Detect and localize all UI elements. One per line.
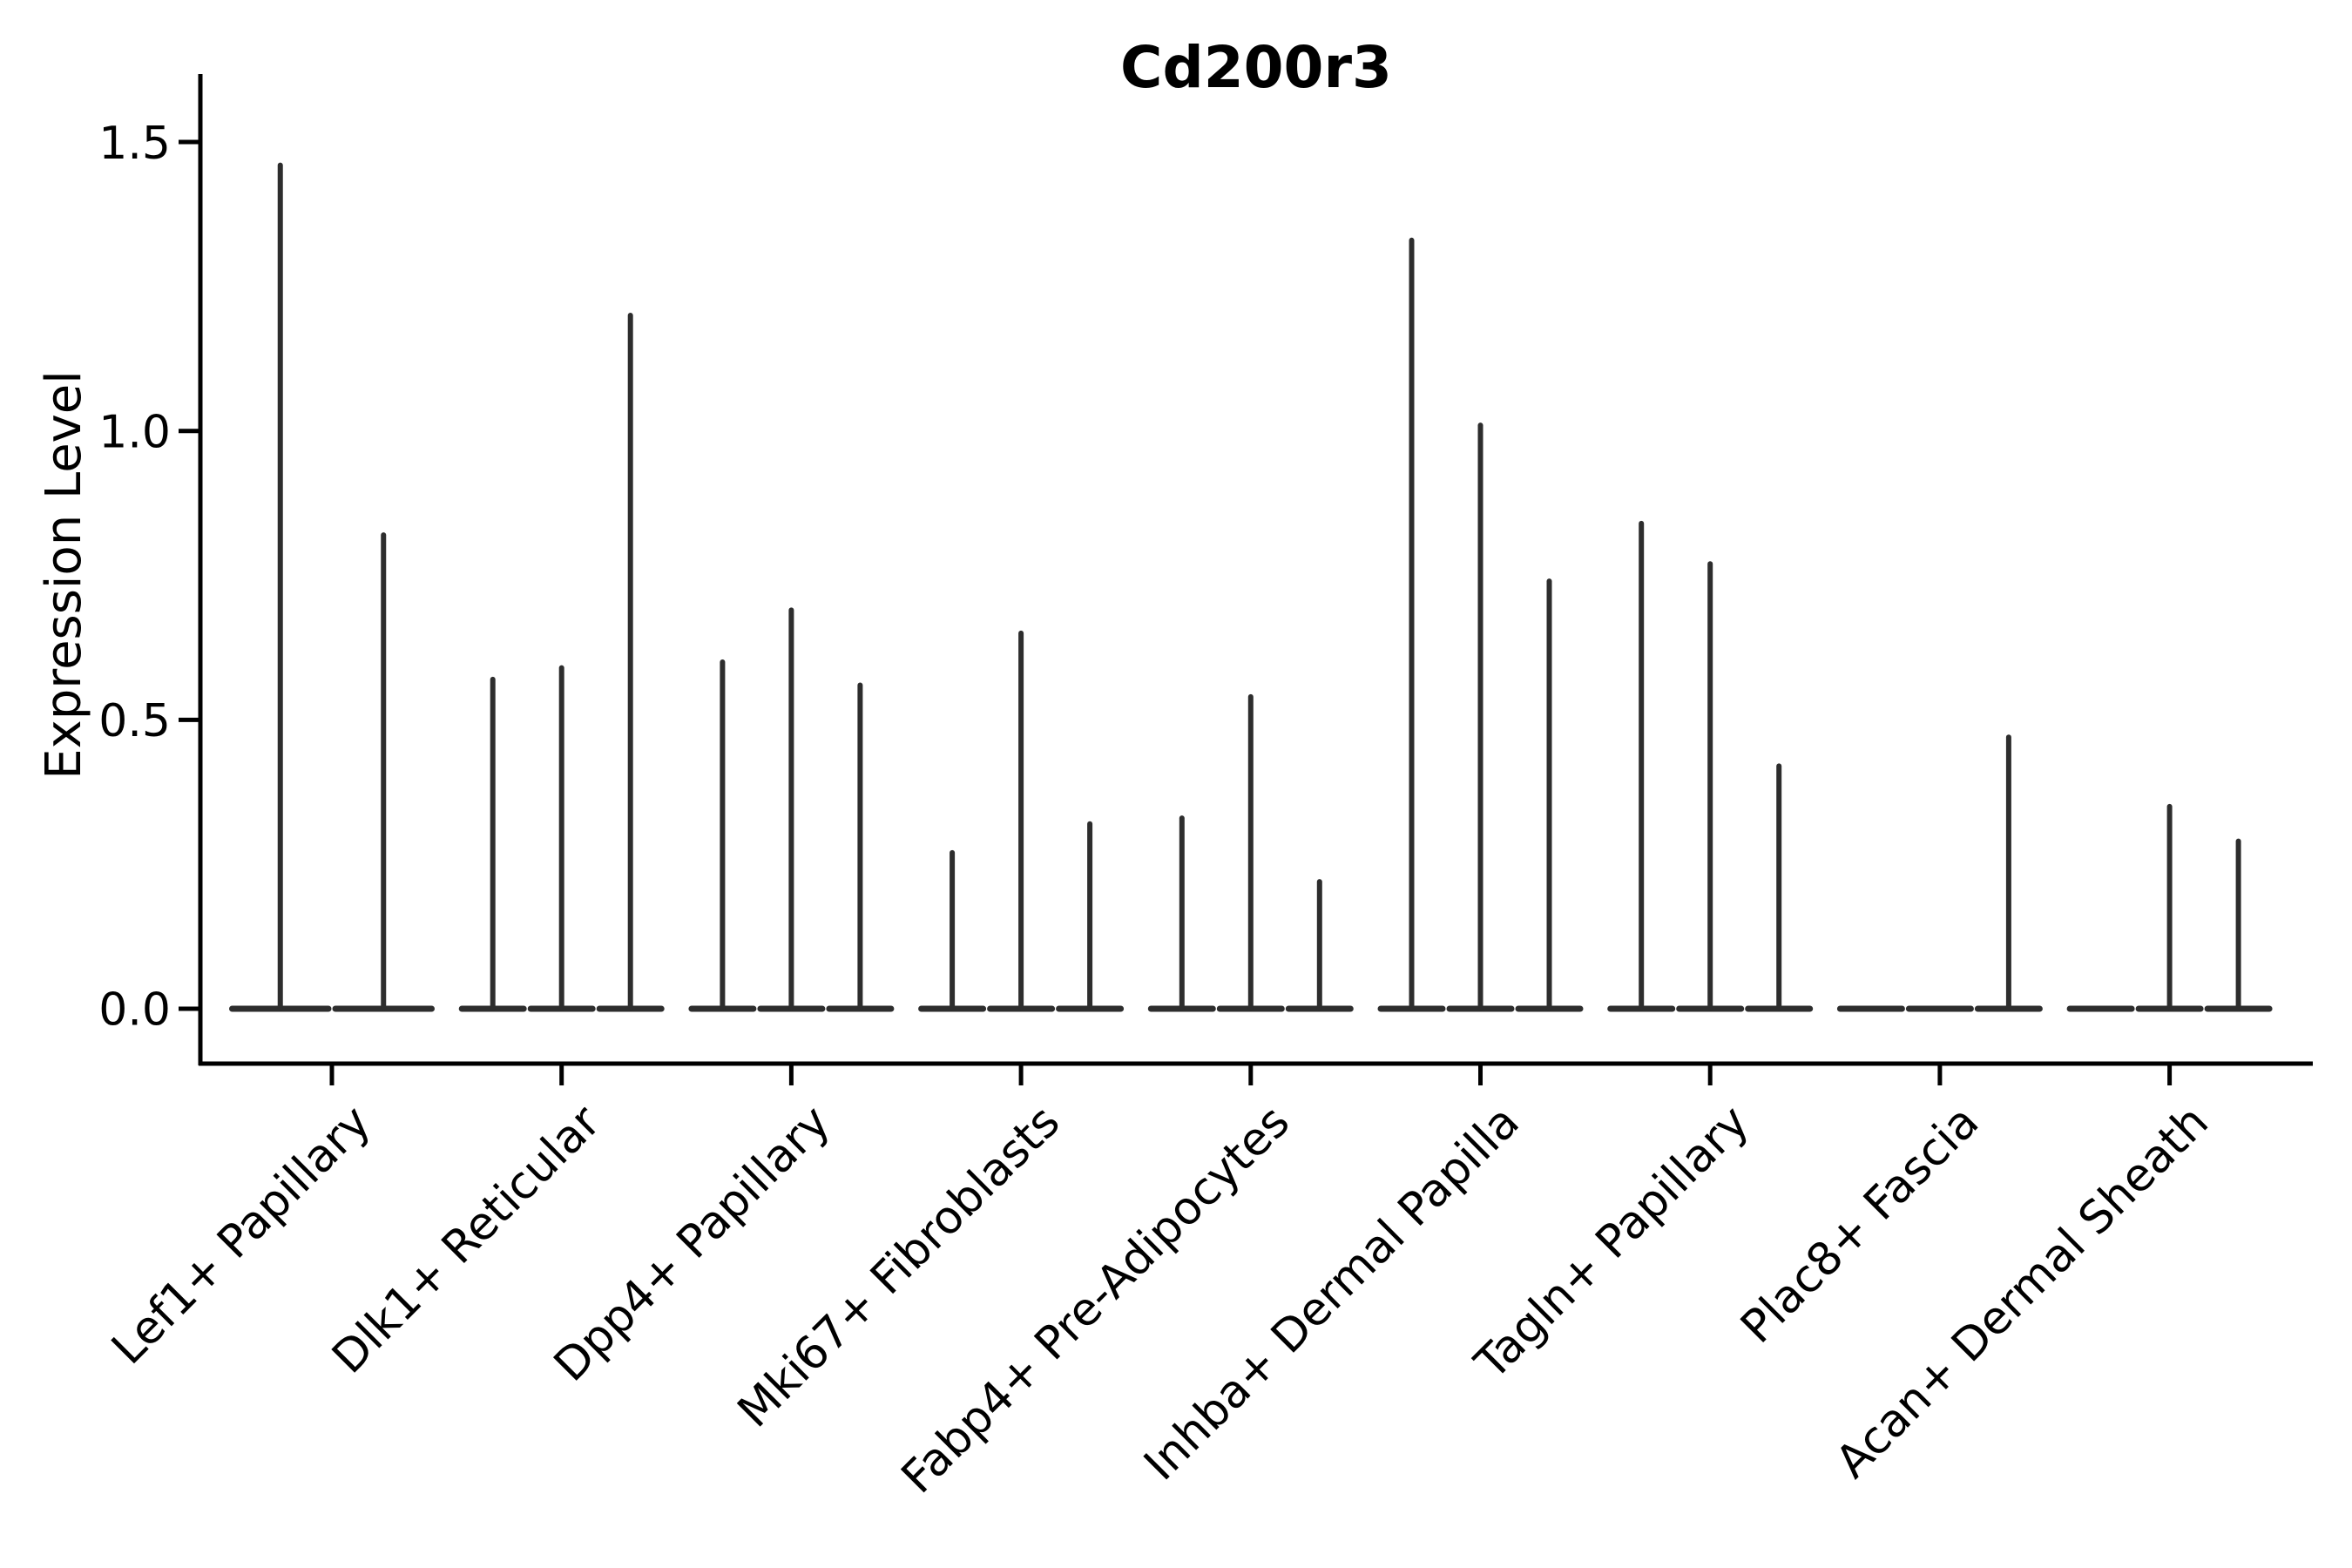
y-tick-label: 1.0 bbox=[98, 406, 171, 458]
y-tick-label: 0.5 bbox=[98, 695, 171, 747]
y-axis-label: Expression Level bbox=[36, 370, 92, 780]
chart-title: Cd200r3 bbox=[1120, 34, 1392, 101]
x-tick-label: Plac8+ Fascia bbox=[1731, 1096, 1989, 1354]
x-tick-label: Acan+ Dermal Sheath bbox=[1826, 1096, 2219, 1489]
y-tick-label: 1.5 bbox=[98, 118, 171, 170]
x-tick-label: Fabp4+ Pre-Adipocytes bbox=[892, 1096, 1300, 1504]
y-tick-label: 0.0 bbox=[98, 984, 171, 1037]
axes bbox=[198, 74, 2313, 1066]
violins bbox=[229, 162, 2273, 1012]
x-tick-label: Inhba+ Dermal Papilla bbox=[1134, 1096, 1529, 1490]
y-axis-ticks: 0.0 0.5 1.0 1.5 bbox=[98, 118, 200, 1037]
